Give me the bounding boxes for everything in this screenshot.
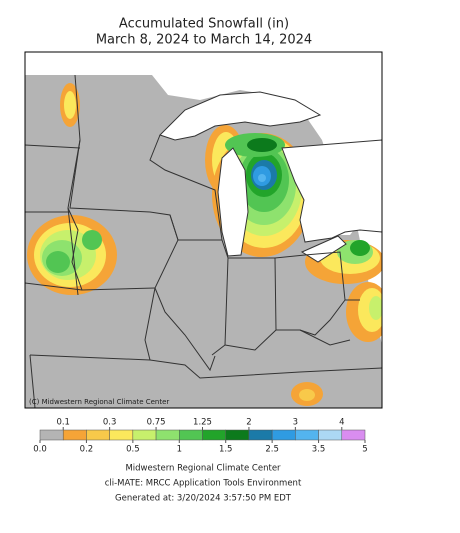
map-title: Accumulated Snowfall (in)	[119, 17, 289, 32]
map-border	[24, 51, 383, 409]
footer-line: cli-MATE: MRCC Application Tools Environ…	[105, 479, 302, 489]
footer-line: Generated at: 3/20/2024 3:57:50 PM EDT	[115, 494, 292, 504]
legend-label: 4	[339, 418, 344, 428]
legend-swatch	[62, 429, 87, 441]
legend-swatch	[341, 429, 366, 441]
legend-label: 5	[362, 445, 367, 455]
legend-label: 1	[177, 445, 182, 455]
legend-label: 0.3	[103, 418, 117, 428]
map-credit: (C) Midwestern Regional Climate Center	[29, 398, 169, 406]
legend-swatch	[248, 429, 273, 441]
legend-swatch	[271, 429, 296, 441]
legend-label: 3.5	[312, 445, 326, 455]
legend-label: 3	[293, 418, 298, 428]
legend-swatch	[225, 429, 250, 441]
legend-label: 0.2	[80, 445, 94, 455]
map-subtitle: March 8, 2024 to March 14, 2024	[96, 33, 312, 48]
legend-label: 0.1	[56, 418, 70, 428]
legend-swatch	[39, 429, 64, 441]
legend: 0.0 0.1 0.2 0.3 0.5 0.75 1 1.25 1.5 2 2.5 3 3.5 4 5	[33, 418, 367, 455]
legend-swatch	[132, 429, 157, 441]
legend-label: 1.5	[219, 445, 233, 455]
legend-swatch	[86, 429, 110, 441]
state-borders	[25, 74, 382, 408]
legend-label: 2	[246, 418, 251, 428]
map: (C) Midwestern Regional Climate Center	[24, 51, 383, 409]
legend-swatch	[202, 429, 226, 441]
legend-swatch	[109, 429, 134, 441]
lakes	[159, 91, 382, 263]
footer-line: Midwestern Regional Climate Center	[125, 464, 281, 474]
legend-label: 2.5	[265, 445, 279, 455]
legend-swatch	[179, 429, 203, 441]
legend-label: 0.0	[33, 445, 47, 455]
legend-label: 1.25	[193, 418, 212, 428]
legend-swatch	[295, 429, 319, 441]
legend-label: 0.75	[147, 418, 166, 428]
legend-label: 0.5	[126, 445, 140, 455]
legend-swatch	[318, 429, 343, 441]
legend-swatch	[155, 429, 180, 441]
